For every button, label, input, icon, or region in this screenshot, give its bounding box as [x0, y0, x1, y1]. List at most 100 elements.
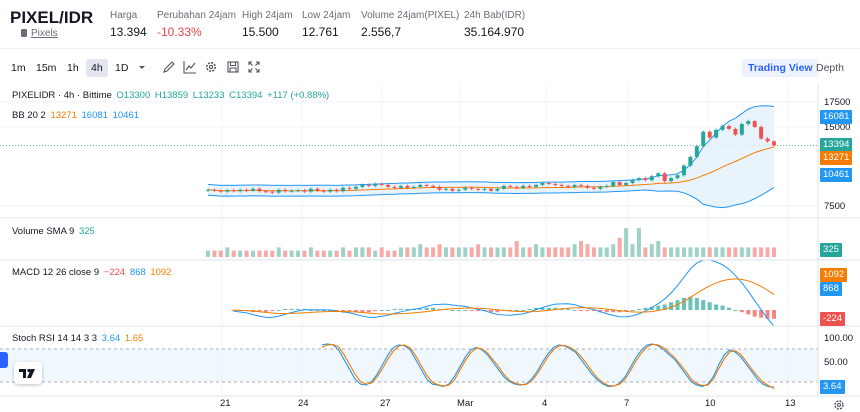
- volume-bar: [714, 247, 719, 257]
- stoch-legend-name: Stoch RSI 14 14 3 3: [12, 333, 98, 344]
- volume-bar: [424, 247, 429, 257]
- volume-bar: [315, 250, 320, 257]
- price-tag-basis: 13271: [820, 151, 853, 165]
- stat-value: 13.394: [110, 25, 147, 39]
- candle-body: [714, 129, 719, 138]
- volume-bar: [482, 247, 487, 257]
- candle-body: [527, 185, 532, 187]
- timeframe-1d[interactable]: 1D: [115, 62, 129, 74]
- line-chart-icon[interactable]: [183, 60, 197, 74]
- tradingview-logo-icon[interactable]: [14, 362, 42, 384]
- volume-bar: [611, 244, 616, 257]
- collapse-arrow-icon[interactable]: [0, 352, 8, 368]
- macd-hist-bar: [379, 310, 384, 311]
- pencil-icon[interactable]: [162, 60, 176, 74]
- macd-hist-bar: [450, 310, 455, 311]
- macd-series: [231, 259, 776, 327]
- volume-bar: [688, 247, 693, 257]
- grid-lines: [0, 84, 818, 396]
- coin-link[interactable]: Pixels: [31, 28, 58, 39]
- candle-body: [572, 184, 577, 187]
- macd-hist-bar: [643, 307, 648, 310]
- stoch-tag: 3.64: [820, 380, 845, 394]
- volume-bar: [218, 250, 223, 257]
- macd-hist-bar: [662, 304, 667, 310]
- volume-bar: [302, 250, 307, 257]
- depth-button[interactable]: Depth: [816, 62, 845, 74]
- volume-bar: [373, 250, 378, 257]
- bb-basis-value: 13271: [50, 110, 77, 121]
- timeframe-15m[interactable]: 15m: [36, 62, 57, 74]
- candle-body: [302, 190, 307, 192]
- stat-value: 35.164.970: [464, 25, 525, 39]
- volume-bar: [386, 250, 391, 257]
- macd-hist-bar: [726, 307, 731, 310]
- price-tag-upper-band: 16081: [820, 110, 853, 124]
- volume-bar: [450, 247, 455, 257]
- candle-body: [636, 178, 641, 181]
- volume-bar: [321, 250, 326, 257]
- legend-close: C13394: [229, 90, 263, 101]
- timeframe-1h[interactable]: 1h: [67, 62, 79, 74]
- volume-bar: [469, 247, 474, 257]
- macd-hist-bar: [353, 310, 358, 313]
- candle-body: [251, 188, 256, 191]
- macd-hist-bar: [296, 308, 301, 310]
- volume-bar: [398, 247, 403, 257]
- volume-bar: [630, 244, 635, 257]
- stat-volume-24h: Volume 24jam(PIXEL) 2.556,7: [361, 10, 459, 39]
- macd-hist-bar: [701, 300, 706, 310]
- candle-body: [341, 187, 346, 192]
- candle-body: [675, 175, 680, 179]
- macd-hist-bar: [257, 310, 262, 313]
- volume-bar: [276, 247, 281, 257]
- macd-hist-bar: [431, 307, 436, 310]
- candle-body: [540, 183, 545, 185]
- candle-body: [270, 191, 275, 193]
- stoch-k-value: 3.64: [101, 333, 121, 344]
- gear-icon[interactable]: [204, 60, 218, 74]
- volume-bar: [636, 228, 641, 257]
- candle-body: [308, 188, 313, 192]
- timeframe-1m[interactable]: 1m: [11, 62, 26, 74]
- macd-hist-bar: [418, 308, 423, 310]
- macd-hist-bar: [630, 310, 635, 311]
- dropdown-arrow-icon[interactable]: [135, 60, 149, 74]
- macd-hist-bar: [392, 308, 397, 310]
- time-tick: 24: [298, 398, 309, 409]
- macd-line-value: 868: [129, 267, 146, 278]
- save-icon[interactable]: [226, 60, 240, 74]
- candle-body: [296, 190, 301, 192]
- candle-body: [373, 183, 378, 186]
- candle-body: [347, 187, 352, 189]
- candle-body: [617, 182, 622, 185]
- macd-hist-bar: [540, 307, 545, 310]
- macd-hist-bar: [276, 310, 281, 311]
- volume-bar: [437, 244, 442, 257]
- fullscreen-icon[interactable]: [247, 60, 261, 74]
- volume-bar: [231, 250, 236, 257]
- volume-bar: [765, 247, 770, 257]
- trading-view-button[interactable]: Trading View: [742, 59, 819, 77]
- macd-signal-line: [233, 278, 775, 315]
- macd-hist-bar: [321, 310, 326, 311]
- volume-bar: [366, 247, 371, 257]
- pane-separators: [0, 84, 860, 397]
- candle-body: [315, 188, 320, 191]
- macd-hist-bar: [341, 310, 346, 312]
- candle-body: [630, 180, 635, 183]
- stat-turnover-24h: 24h Bab(IDR) 35.164.970: [464, 10, 525, 39]
- timeframe-4h[interactable]: 4h: [86, 59, 108, 77]
- macd-hist-bar: [714, 304, 719, 310]
- stat-label: 24h Bab(IDR): [464, 10, 526, 21]
- stat-value: -10.33%: [157, 25, 202, 39]
- stoch-rsi-series: [0, 343, 818, 389]
- candle-body: [514, 186, 519, 188]
- macd-hist-bar: [521, 310, 526, 311]
- macd-tag-signal: 1092: [820, 268, 848, 282]
- settings-gear-icon[interactable]: [833, 398, 845, 410]
- time-tick: 21: [220, 398, 231, 409]
- stoch-band: [0, 349, 818, 382]
- bb-upper-value: 16081: [81, 110, 108, 121]
